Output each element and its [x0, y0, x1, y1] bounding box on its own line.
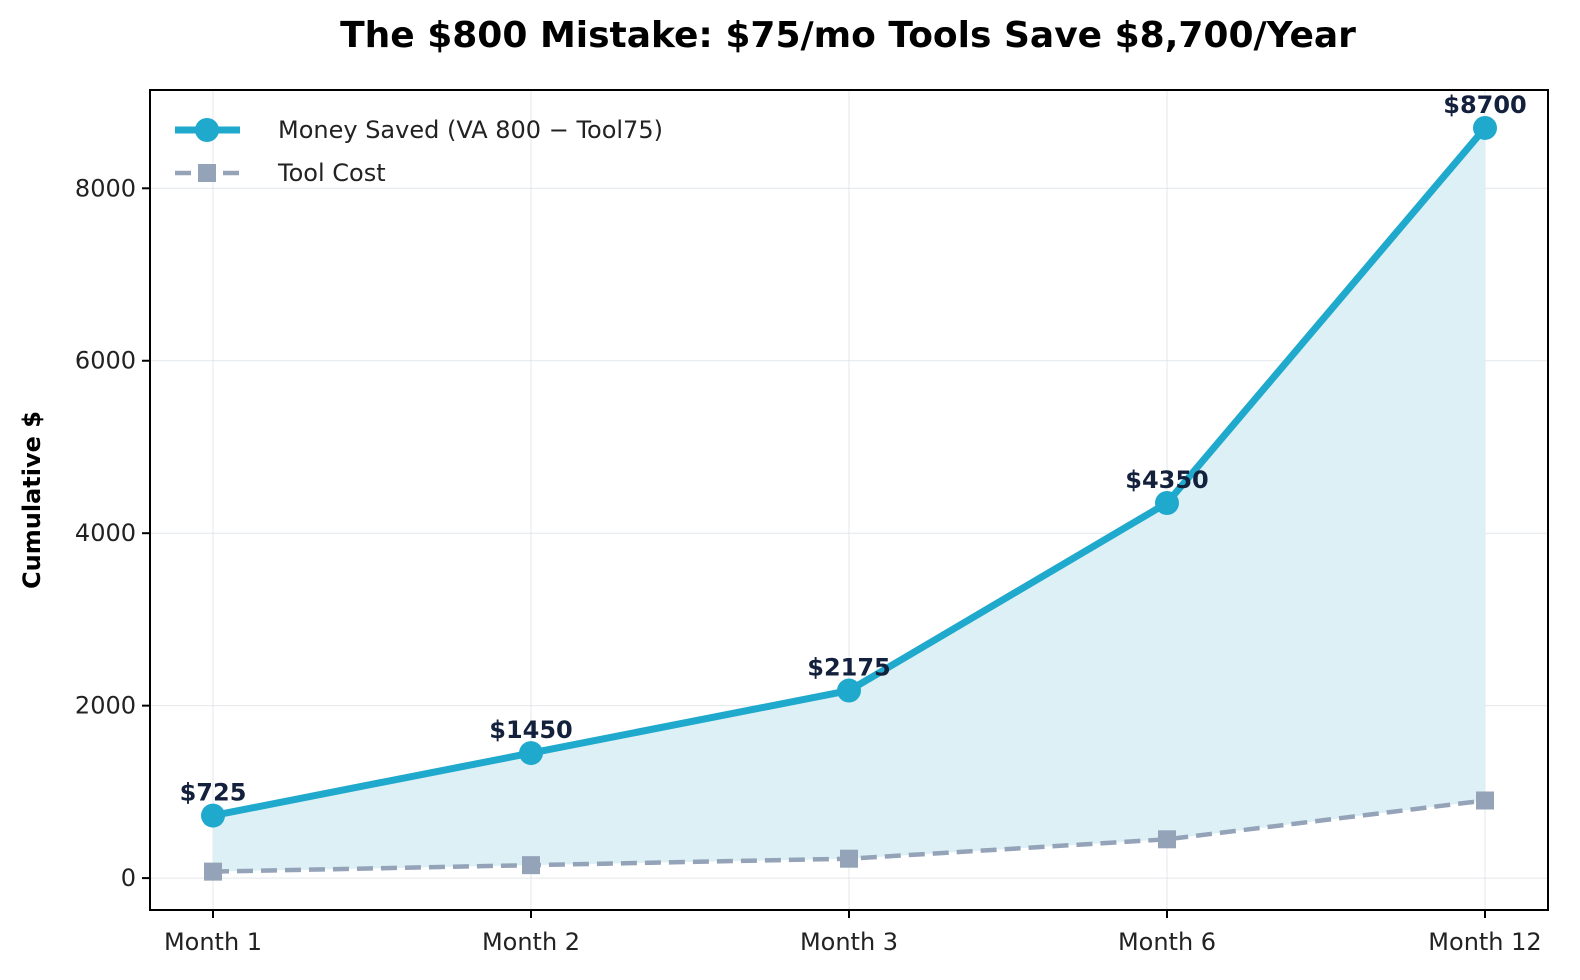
money-saved-data-label: $725 [180, 779, 247, 807]
tool-cost-point [1476, 791, 1494, 810]
legend-tool-cost-marker [198, 164, 216, 182]
x-tick-label: Month 12 [1428, 928, 1541, 956]
y-tick-label: 2000 [75, 692, 136, 720]
plot-area: $725 $1450 $2175 $4350 $8700 0 2000 4000 6000 800… [75, 89, 1549, 956]
money-saved-data-label: $8700 [1443, 91, 1527, 119]
x-tick-label: Month 3 [800, 928, 898, 956]
y-axis-label: Cumulative $ [18, 411, 46, 589]
x-tick-label: Month 2 [482, 928, 580, 956]
savings-area-fill [213, 127, 1485, 872]
money-saved-data-label: $4350 [1125, 466, 1209, 494]
tool-cost-point [204, 862, 222, 881]
money-saved-data-label: $1450 [489, 716, 573, 744]
tool-cost-point [840, 849, 858, 868]
tool-cost-point [1158, 830, 1176, 849]
legend-money-saved-label: Money Saved (VA 800 − Tool75) [278, 116, 663, 144]
y-tick-label: 4000 [75, 519, 136, 547]
tool-cost-point [522, 856, 540, 875]
money-saved-point [519, 741, 543, 766]
money-saved-point [1155, 491, 1179, 516]
money-saved-point [201, 803, 225, 828]
y-tick-label: 0 [121, 864, 136, 892]
legend-money-saved-marker [195, 118, 219, 142]
y-tick-label: 6000 [75, 347, 136, 375]
money-saved-point [837, 678, 861, 703]
money-saved-data-label: $2175 [807, 654, 891, 682]
money-saved-point [1473, 115, 1497, 140]
x-tick-label: Month 1 [164, 928, 262, 956]
chart-title: The $800 Mistake: $75/mo Tools Save $8,7… [340, 15, 1356, 56]
legend-tool-cost-label: Tool Cost [277, 159, 386, 187]
x-tick-label: Month 6 [1118, 928, 1216, 956]
y-tick-label: 8000 [75, 174, 136, 202]
